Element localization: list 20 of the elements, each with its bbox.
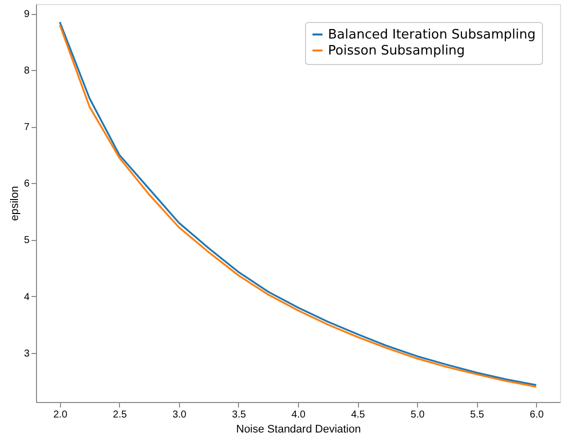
x-tick-label: 4.5	[351, 410, 366, 420]
y-tick-label: 5	[24, 235, 30, 246]
legend-label: Poisson Subsampling	[328, 44, 465, 58]
y-tick-label: 4	[24, 292, 30, 303]
x-tick-label: 5.0	[410, 410, 425, 420]
x-tick-label: 2.0	[53, 410, 68, 420]
x-tick-label: 5.5	[470, 410, 485, 420]
y-tick-label: 8	[24, 66, 30, 77]
y-axis-title: epsilon	[8, 186, 21, 221]
x-tick-label: 3.0	[172, 410, 187, 420]
x-axis-title: Noise Standard Deviation	[236, 424, 361, 436]
y-tick-label: 9	[24, 9, 30, 20]
x-tick-label: 4.0	[292, 410, 306, 420]
x-tick-label: 3.5	[232, 410, 246, 420]
x-tick-label: 6.0	[530, 410, 544, 420]
y-tick-label: 7	[24, 122, 30, 134]
y-tick-label: 3	[24, 348, 30, 360]
x-tick-label: 2.5	[112, 410, 128, 420]
legend-label: Balanced Iteration Subsampling	[328, 28, 536, 42]
y-tick-label: 6	[24, 178, 30, 190]
